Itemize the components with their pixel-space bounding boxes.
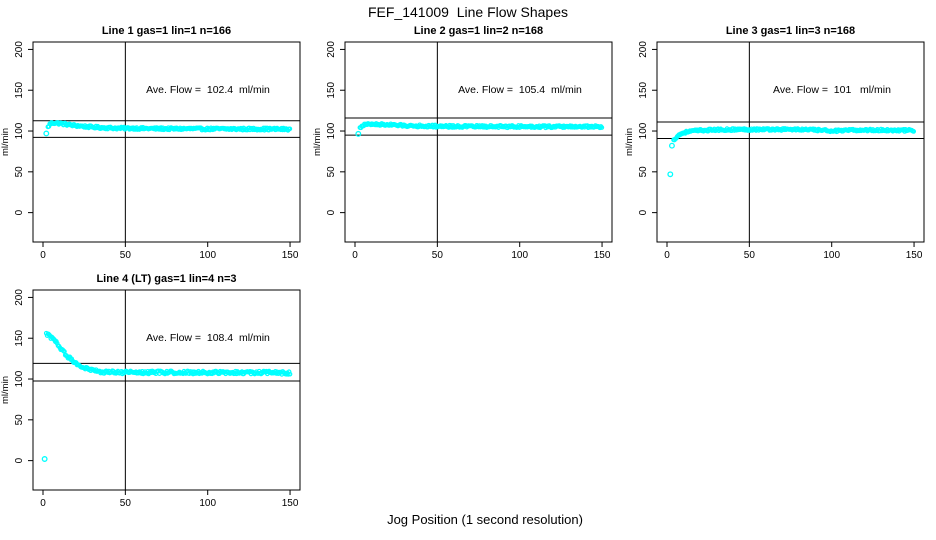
y-tick-label: 150 bbox=[14, 81, 25, 98]
panel-4-ave-flow-label: Ave. Flow = 108.4 ml/min bbox=[146, 332, 270, 344]
x-axis-label: Jog Position (1 second resolution) bbox=[387, 512, 583, 527]
panel-2-plot: 0 50 100 150 0 50 100 150 200 ml/min bbox=[312, 41, 613, 261]
data-points bbox=[355, 121, 605, 137]
x-tick-label: 100 bbox=[823, 250, 840, 261]
y-tick-label: 0 bbox=[14, 457, 25, 463]
panel-4-title: Line 4 (LT) gas=1 lin=4 n=3 bbox=[96, 273, 237, 285]
x-tick-label: 150 bbox=[282, 498, 299, 509]
y-tick-label: 50 bbox=[638, 166, 649, 178]
x-tick-label: 150 bbox=[906, 250, 923, 261]
plot-box bbox=[32, 289, 301, 491]
x-tick-label: 0 bbox=[40, 250, 46, 261]
y-axis-label: ml/min bbox=[0, 376, 11, 404]
y-tick-label: 100 bbox=[326, 122, 337, 139]
x-tick-label: 50 bbox=[432, 250, 444, 261]
panel-1-ave-flow-label: Ave. Flow = 102.4 ml/min bbox=[146, 84, 270, 96]
y-axis-label: ml/min bbox=[624, 128, 635, 156]
y-tick-label: 200 bbox=[14, 41, 25, 58]
y-tick-label: 100 bbox=[638, 122, 649, 139]
data-points bbox=[41, 330, 293, 462]
y-tick-label: 200 bbox=[14, 289, 25, 306]
y-axis-label: ml/min bbox=[0, 128, 11, 156]
y-axis-label: ml/min bbox=[312, 128, 323, 156]
panel-3-plot: 0 50 100 150 0 50 100 150 200 ml/min bbox=[624, 41, 925, 261]
data-points bbox=[667, 126, 917, 178]
panel-2-title: Line 2 gas=1 lin=2 n=168 bbox=[413, 25, 544, 37]
plot-box bbox=[344, 41, 613, 243]
y-tick-label: 100 bbox=[14, 122, 25, 139]
panel-3-ave-flow-label: Ave. Flow = 101 ml/min bbox=[773, 84, 891, 96]
x-tick-label: 150 bbox=[282, 250, 299, 261]
outlier-point bbox=[667, 171, 674, 178]
plot-box bbox=[32, 41, 301, 243]
y-tick-label: 200 bbox=[638, 41, 649, 58]
y-tick-label: 150 bbox=[638, 81, 649, 98]
outlier-point bbox=[355, 130, 362, 137]
outlier-point bbox=[668, 142, 675, 149]
panel-1-title: Line 1 gas=1 lin=1 n=166 bbox=[101, 25, 232, 37]
y-tick-label: 150 bbox=[14, 329, 25, 346]
panel-3-title: Line 3 gas=1 lin=3 n=168 bbox=[725, 25, 856, 37]
y-tick-label: 50 bbox=[326, 166, 337, 178]
y-tick-label: 0 bbox=[14, 209, 25, 215]
y-tick-label: 0 bbox=[638, 209, 649, 215]
plot-box bbox=[656, 41, 925, 243]
y-tick-label: 50 bbox=[14, 166, 25, 178]
x-tick-label: 50 bbox=[120, 250, 132, 261]
x-tick-label: 0 bbox=[664, 250, 670, 261]
page-title: FEF_141009 Line Flow Shapes bbox=[367, 4, 568, 20]
y-tick-label: 50 bbox=[14, 414, 25, 426]
x-tick-label: 0 bbox=[352, 250, 358, 261]
y-tick-label: 150 bbox=[326, 81, 337, 98]
x-tick-label: 0 bbox=[40, 498, 46, 509]
data-points bbox=[43, 120, 293, 137]
x-tick-label: 100 bbox=[199, 250, 216, 261]
x-tick-label: 150 bbox=[594, 250, 611, 261]
x-tick-label: 100 bbox=[511, 250, 528, 261]
x-tick-label: 100 bbox=[199, 498, 216, 509]
panel-1-plot: 0 50 100 150 0 50 100 150 200 ml/min bbox=[0, 41, 301, 261]
x-tick-label: 50 bbox=[120, 498, 132, 509]
outlier-point bbox=[41, 456, 48, 462]
panel-4-plot: 0 50 100 150 0 50 100 150 200 ml/min bbox=[0, 289, 301, 509]
y-tick-label: 0 bbox=[326, 209, 337, 215]
y-tick-label: 100 bbox=[14, 370, 25, 387]
y-tick-label: 200 bbox=[326, 41, 337, 58]
x-tick-label: 50 bbox=[744, 250, 756, 261]
panel-2-ave-flow-label: Ave. Flow = 105.4 ml/min bbox=[458, 84, 582, 96]
outlier-point bbox=[43, 130, 50, 137]
